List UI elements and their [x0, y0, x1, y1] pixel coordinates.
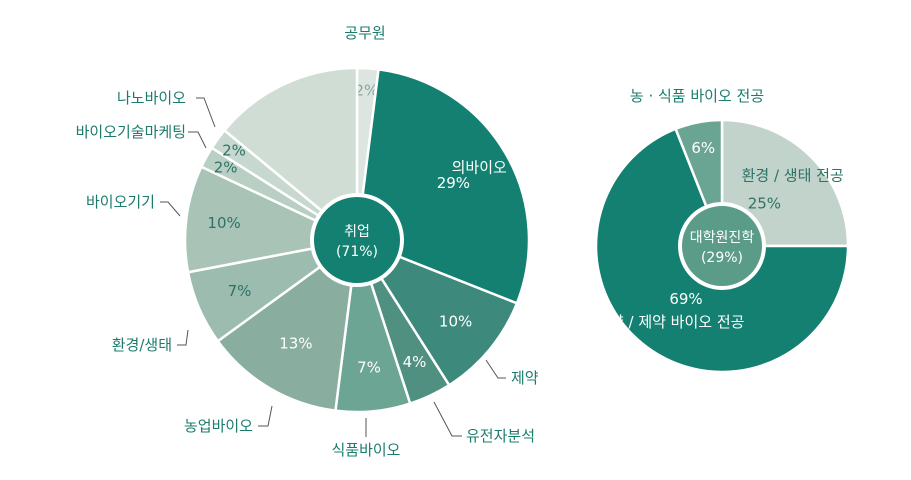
pie1-percent-label-5: 13% [279, 334, 312, 352]
pie2-inner-label-1: 의약 / 제약 바이오 전공 [596, 313, 744, 331]
pie1-center-hub [310, 193, 404, 287]
pie1-percent-label-6: 7% [228, 282, 252, 300]
leader-line-pharma [485, 359, 506, 379]
pie1-inner-label-1: 의바이오 [452, 159, 507, 177]
pie2-center-label: 대학원진학 [690, 230, 755, 246]
leader-line-env [177, 329, 189, 346]
pie1-percent-label-2: 10% [439, 313, 472, 331]
leader-line-nano [196, 97, 216, 128]
label-gene-analysis: 유전자분석 [466, 427, 535, 445]
leader-line-marketing [188, 131, 207, 149]
label-agri-food-major: 농 · 식품 바이오 전공 [630, 87, 764, 105]
pie2-percent-label-2: 6% [691, 139, 715, 157]
pie1-percent-label-1: 29% [437, 174, 470, 192]
pie1-slice-10 [222, 66, 359, 243]
pie1-center-sublabel: (71%) [336, 244, 378, 260]
pie1-percent-label-0: 2% [355, 81, 379, 99]
label-pharma: 제약 [511, 369, 539, 387]
pie1-percent-label-4: 7% [357, 358, 381, 376]
label-food-bio: 식품바이오 [331, 441, 400, 459]
pie1-center-label: 취업 [344, 224, 370, 240]
pie1-percent-label-3: 4% [403, 353, 427, 371]
pie1-category-labels: 공무원 나노바이오 바이오기술마케팅 바이오기기 환경/생태 농업바이오 식품바… [76, 24, 539, 459]
label-env-ecology: 환경/생태 [112, 336, 172, 354]
label-agri-bio: 농업바이오 [184, 417, 253, 435]
leader-line-gene [433, 401, 462, 437]
pie2-center-sublabel: (29%) [701, 250, 743, 266]
pie1-percent-label-8: 2% [214, 159, 238, 177]
leader-lines [160, 97, 506, 437]
label-bio-marketing: 바이오기술마케팅 [76, 123, 186, 141]
pie2-center-hub [678, 202, 766, 290]
pie2-slice-0 [720, 118, 850, 248]
pie2-category-labels: 농 · 식품 바이오 전공 [630, 87, 764, 105]
label-public-servant: 공무원 [344, 24, 385, 42]
grad-school-pie: 25% 환경 / 생태 전공 69% 의약 / 제약 바이오 전공 6% 대학원진학 (29… [594, 118, 850, 374]
label-nano-bio: 나노바이오 [117, 89, 186, 107]
pie1-slice-5 [216, 237, 359, 413]
pie1-percent-label-9: 2% [222, 142, 246, 160]
pie1-slice-2 [353, 237, 519, 387]
pie2-percent-label-1: 69% [669, 290, 702, 308]
pie2-inner-label-0: 환경 / 생태 전공 [742, 166, 844, 184]
leader-line-device [160, 201, 181, 217]
pie1-percent-label-7: 10% [207, 214, 240, 232]
pie2-percent-label-0: 25% [748, 195, 781, 213]
leader-line-agri [258, 405, 273, 427]
label-bio-device: 바이오기기 [86, 193, 155, 211]
